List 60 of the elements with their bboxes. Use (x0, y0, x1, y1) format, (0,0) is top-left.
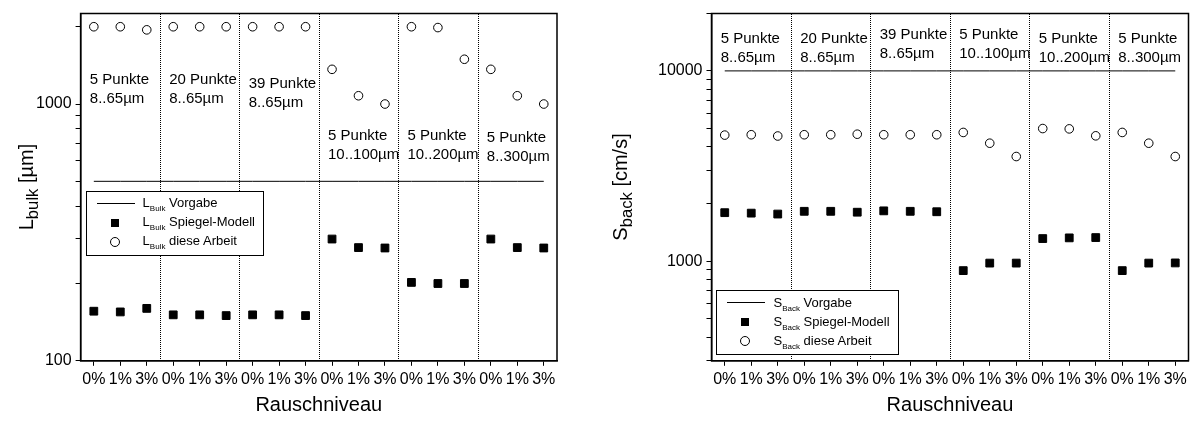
x-tick-label: 0% (161, 369, 185, 387)
x-tick-label: 0% (951, 369, 975, 387)
x-tick-label: 1% (978, 369, 1002, 387)
x-tick-label: 3% (294, 369, 318, 387)
legend-label: S$_{Back}$ diese Arbeit (773, 332, 872, 351)
annotation: 39 Punkte 8..65µm (248, 73, 317, 110)
x-tick-label: 3% (532, 369, 556, 387)
y-tick-label: 10000 (657, 61, 703, 79)
x-tick-label: 1% (898, 369, 922, 387)
x-axis-title: Rauschniveau (255, 392, 383, 415)
x-tick-label: 1% (1137, 369, 1161, 387)
x-tick-label: 3% (766, 369, 790, 387)
legend-label: L$_{Bulk}$ diese Arbeit (142, 233, 237, 251)
x-tick-label: 3% (373, 369, 397, 387)
y-tick-label: 1000 (36, 94, 72, 112)
annotation: 5 Punkte 8..300µm (486, 127, 550, 164)
annotation: 20 Punkte 8..65µm (800, 28, 868, 65)
x-tick-label: 3% (214, 369, 238, 387)
x-tick-label: 1% (1057, 369, 1081, 387)
x-tick-label: 0% (713, 369, 737, 387)
x-tick-label: 1% (426, 369, 450, 387)
annotation: 39 Punkte 8..65µm (879, 25, 948, 62)
annotation: 20 Punkte 8..65µm (169, 70, 237, 107)
y-tick-label: 1000 (666, 251, 703, 269)
legend-label: S$_{Back}$ Vorgabe (773, 294, 852, 313)
x-tick-label: 0% (399, 369, 423, 387)
legend-label: L$_{Bulk}$ Vorgabe (142, 195, 218, 213)
x-tick-label: 1% (267, 369, 291, 387)
x-tick-label: 3% (452, 369, 476, 387)
annotation: 5 Punkte 10..100µm (328, 125, 400, 162)
annotation: 5 Punkte 8..65µm (720, 28, 780, 65)
x-tick-label: 0% (82, 369, 106, 387)
x-tick-label: 3% (925, 369, 949, 387)
legend-label: S$_{Back}$ Spiegel-Modell (773, 313, 890, 332)
annotation: 5 Punkte 10..100µm (959, 25, 1031, 62)
x-tick-label: 3% (1004, 369, 1028, 387)
x-tick-label: 0% (1031, 369, 1055, 387)
x-tick-label: 0% (241, 369, 265, 387)
x-tick-label: 1% (108, 369, 132, 387)
x-tick-label: 1% (739, 369, 763, 387)
x-tick-label: 1% (505, 369, 529, 387)
x-tick-label: 0% (1110, 369, 1134, 387)
annotation: 5 Punkte 10..200µm (1038, 28, 1110, 65)
annotation: 5 Punkte 10..200µm (407, 125, 479, 162)
legend-label: L$_{Bulk}$ Spiegel-Modell (142, 214, 255, 232)
x-tick-label: 1% (819, 369, 843, 387)
x-tick-label: 3% (1084, 369, 1108, 387)
x-tick-label: 0% (872, 369, 896, 387)
x-axis-title: Rauschniveau (886, 392, 1014, 415)
x-tick-label: 0% (320, 369, 344, 387)
annotation: 5 Punkte 8..65µm (89, 70, 150, 107)
x-tick-label: 1% (346, 369, 371, 387)
x-tick-label: 1% (188, 369, 212, 387)
x-tick-label: 3% (135, 369, 159, 387)
x-tick-label: 3% (1163, 369, 1187, 387)
y-tick-label: 100 (44, 351, 72, 369)
x-tick-label: 0% (792, 369, 816, 387)
x-tick-label: 0% (479, 369, 503, 387)
x-tick-label: 3% (845, 369, 869, 387)
annotation: 5 Punkte 8..300µm (1118, 28, 1182, 65)
